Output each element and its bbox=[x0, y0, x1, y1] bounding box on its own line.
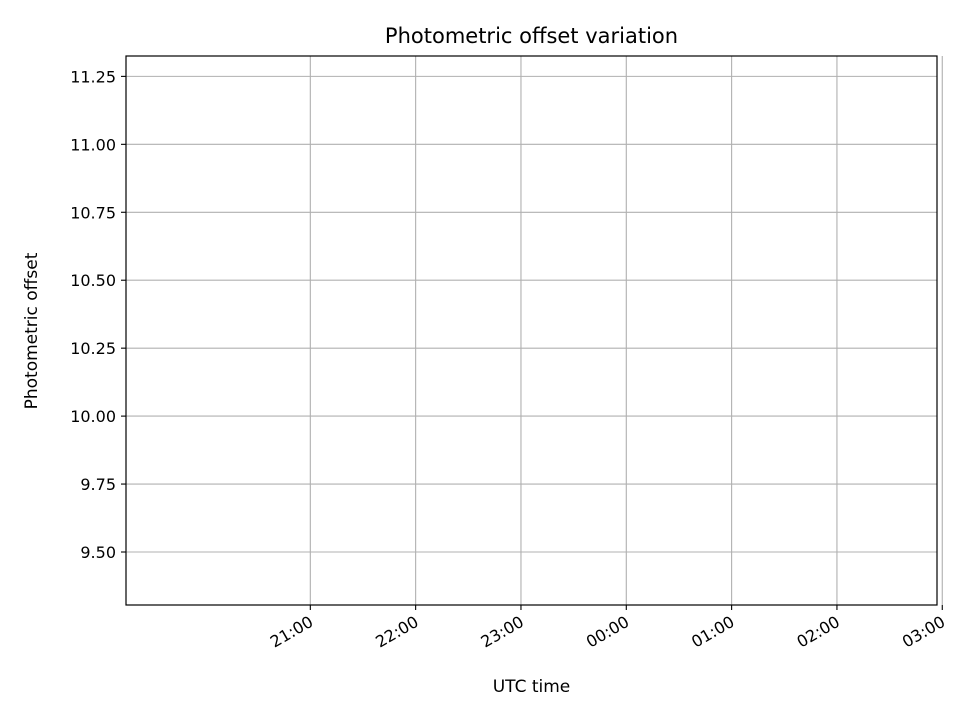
y-tick-label: 9.75 bbox=[80, 475, 116, 494]
y-tick-label: 10.00 bbox=[70, 407, 116, 426]
y-tick-label: 10.50 bbox=[70, 271, 116, 290]
y-tick-label: 10.25 bbox=[70, 339, 116, 358]
y-tick-label: 9.50 bbox=[80, 543, 116, 562]
grid bbox=[126, 56, 943, 605]
plot-frame bbox=[125, 55, 938, 606]
y-axis-label: Photometric offset bbox=[22, 252, 42, 409]
y-tick-label: 10.75 bbox=[70, 203, 116, 222]
y-tick-label: 11.00 bbox=[70, 135, 116, 154]
chart-title: Photometric offset variation bbox=[385, 24, 678, 48]
y-tick-label: 11.25 bbox=[70, 67, 116, 86]
x-axis-label: UTC time bbox=[493, 677, 571, 697]
